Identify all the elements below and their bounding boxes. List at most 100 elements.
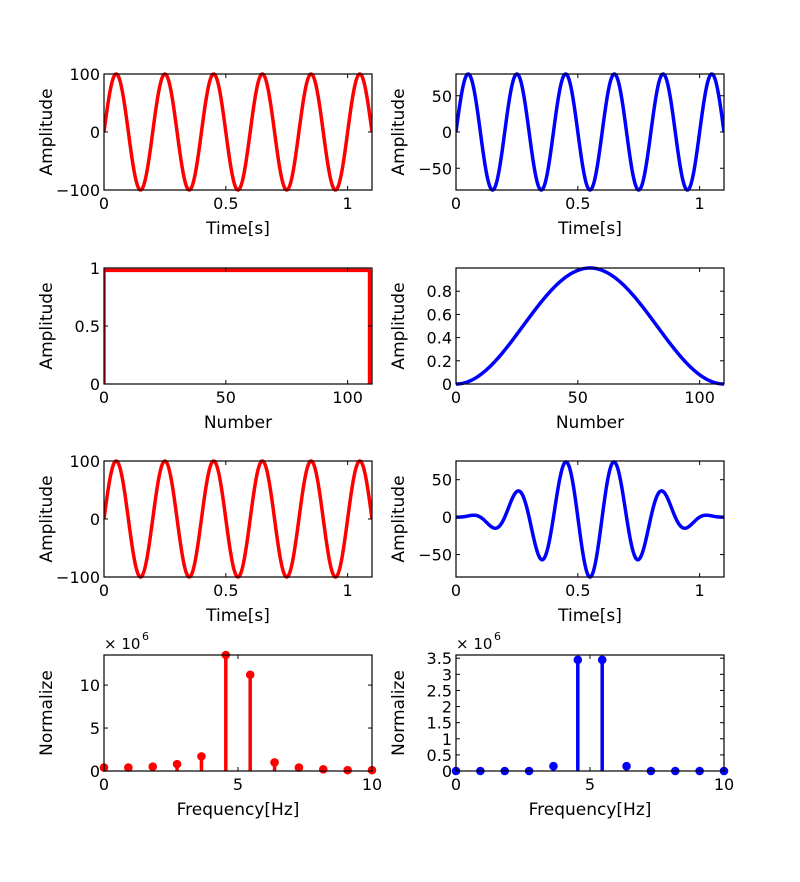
y-tick-label: 0.6 <box>427 305 452 324</box>
exponent-label: × 10 <box>456 635 492 653</box>
data-layer <box>104 72 372 192</box>
stem-marker <box>343 765 352 775</box>
stem-marker <box>172 759 182 769</box>
x-tick-label: 0 <box>451 581 461 600</box>
y-tick-label: 1 <box>90 259 100 278</box>
x-tick-label: 10 <box>362 775 382 794</box>
y-tick-label: −50 <box>418 546 452 565</box>
y-tick-label: 2 <box>442 698 452 717</box>
y-tick-label: 0 <box>442 123 452 142</box>
y-tick-label: 100 <box>69 65 100 84</box>
stem-marker <box>124 763 133 772</box>
series-line-1 <box>104 268 372 384</box>
y-tick-label: 0 <box>90 375 100 394</box>
y-tick-label: 5 <box>90 719 100 738</box>
stem-marker <box>318 764 328 774</box>
x-tick-label: 1 <box>695 581 705 600</box>
x-axis-label: Time[s] <box>205 219 270 239</box>
x-tick-label: 50 <box>216 388 236 407</box>
stem-marker <box>148 762 158 772</box>
y-tick-label: 100 <box>69 452 100 471</box>
axes-box <box>103 460 373 578</box>
stem-marker <box>573 655 583 665</box>
x-tick-label: 0 <box>99 194 109 213</box>
y-axis-label: Amplitude <box>37 475 57 562</box>
data-layer <box>551 659 629 771</box>
x-axis-label: Time[s] <box>557 219 622 239</box>
x-tick-label: 50 <box>568 388 588 407</box>
stem-marker <box>597 655 607 665</box>
y-tick-label: 0 <box>90 510 100 529</box>
axes-box <box>455 654 725 772</box>
y-tick-label: 10 <box>80 676 100 695</box>
y-tick-label: 1.5 <box>427 714 452 733</box>
exponent-label: × 10 <box>104 635 140 653</box>
x-axis-label: Number <box>204 413 272 433</box>
subplot-3: 0 50 100 0 0.5 1 Number Amplitude <box>37 259 373 433</box>
y-tick-label: 0 <box>90 123 100 142</box>
exponent-value: 6 <box>142 630 149 643</box>
axes-box <box>455 267 725 385</box>
x-axis-label: Time[s] <box>557 606 622 626</box>
y-axis-label: Normalize <box>389 670 409 756</box>
x-axis-label: Frequency[Hz] <box>529 800 652 820</box>
x-tick-label: 10 <box>714 775 734 794</box>
data-layer <box>104 655 372 771</box>
y-tick-label: −100 <box>56 568 100 587</box>
axes-box <box>103 654 373 772</box>
stem-marker <box>294 763 304 772</box>
y-tick-label: 0 <box>442 762 452 781</box>
y-tick-label: 0.4 <box>427 329 452 348</box>
data-layer <box>456 266 724 386</box>
y-tick-label: 50 <box>432 87 452 106</box>
data-layer <box>456 72 724 192</box>
data-layer <box>456 460 724 579</box>
y-tick-label: −100 <box>56 181 100 200</box>
x-axis-label: Frequency[Hz] <box>177 800 300 820</box>
stem-marker <box>549 761 558 771</box>
y-axis-label: Amplitude <box>389 282 409 369</box>
x-tick-label: 1 <box>343 581 353 600</box>
subplot-2: 0 0.5 1 −50 0 50 Time[s] Amplitude <box>389 72 725 239</box>
series-line-1 <box>456 72 724 192</box>
x-tick-label: 100 <box>684 388 715 407</box>
x-tick-label: 0.5 <box>565 194 590 213</box>
y-tick-label: 0 <box>442 375 452 394</box>
subplot-4: 0 50 100 0 0.2 0.4 0.6 0.8 Number Amplitude <box>389 266 725 433</box>
subplot-6: 0 0.5 1 −50 0 50 Time[s] Amplitude <box>389 460 725 626</box>
stem-marker <box>622 761 631 771</box>
x-tick-label: 0 <box>99 388 109 407</box>
x-tick-label: 1 <box>695 194 705 213</box>
y-tick-label: 3.5 <box>427 649 452 668</box>
x-tick-label: 0.5 <box>565 581 590 600</box>
series-line-1 <box>456 460 724 579</box>
exponent-value: 6 <box>494 630 501 643</box>
y-tick-label: 50 <box>432 471 452 490</box>
subplot-7: 0 5 10 0 5 10 Frequency[Hz] Normalize × 10 6 <box>37 630 382 820</box>
series-line-1 <box>104 459 372 579</box>
y-axis-label: Amplitude <box>37 282 57 369</box>
data-layer <box>104 268 372 384</box>
axes-box <box>103 73 373 191</box>
x-tick-label: 0.5 <box>213 194 238 213</box>
y-tick-label: 3 <box>442 665 452 684</box>
stem-marker <box>270 758 279 767</box>
x-tick-label: 0 <box>451 775 461 794</box>
y-tick-label: 0.8 <box>427 282 452 301</box>
y-axis-label: Amplitude <box>37 88 57 175</box>
series-line-1 <box>104 72 372 192</box>
x-axis-label: Time[s] <box>205 606 270 626</box>
y-tick-label: 0 <box>442 508 452 527</box>
x-tick-label: 0 <box>451 194 461 213</box>
x-tick-label: 5 <box>233 775 243 794</box>
axes-box <box>455 73 725 191</box>
data-layer <box>104 459 372 579</box>
x-tick-label: 0.5 <box>213 581 238 600</box>
y-tick-label: 1 <box>442 730 452 749</box>
x-tick-label: 1 <box>343 194 353 213</box>
subplot-8: 0 5 1000.511.522.533.5Frequency[Hz]Normali… <box>389 630 734 820</box>
x-tick-label: 100 <box>332 388 363 407</box>
